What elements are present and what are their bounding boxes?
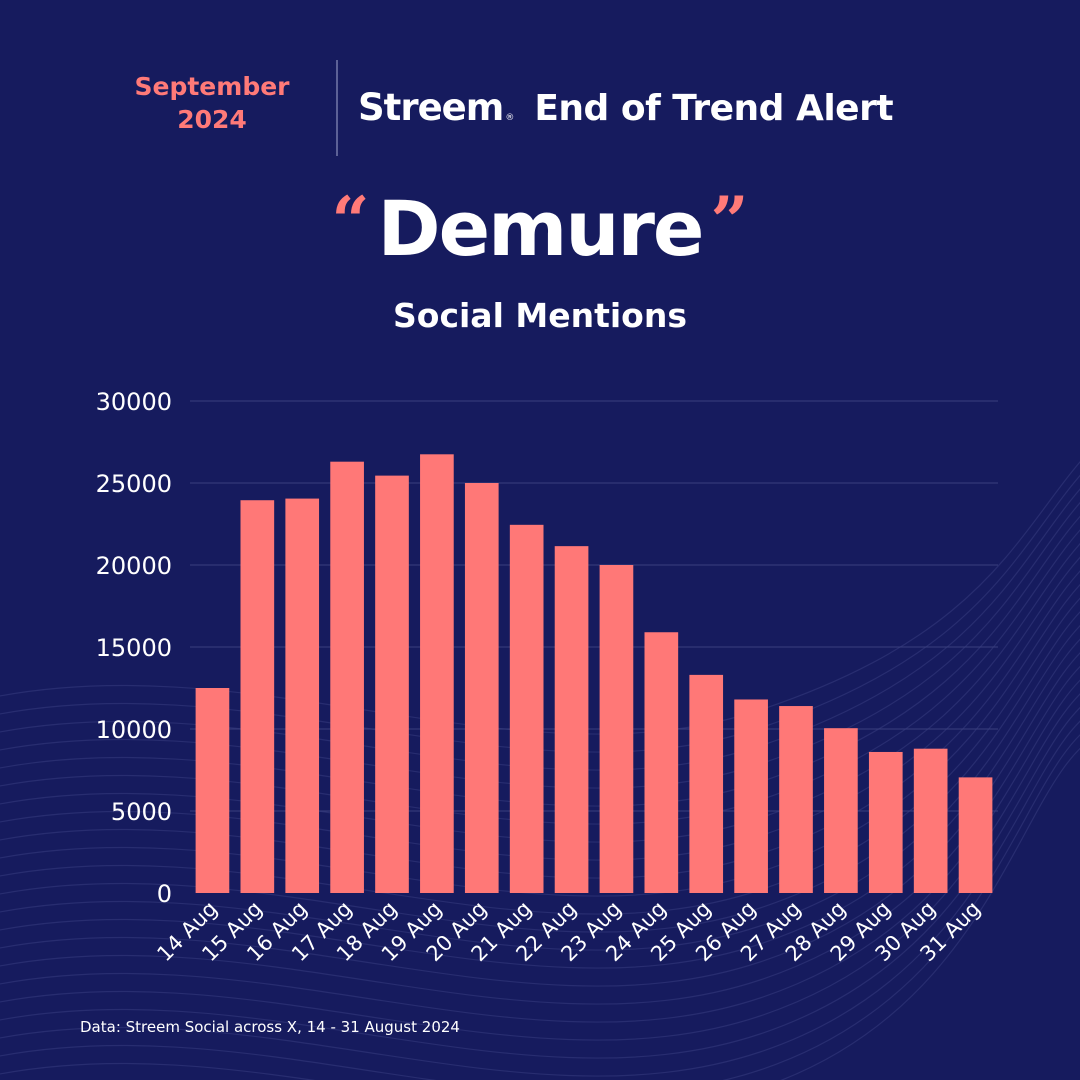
open-quote: “ xyxy=(331,182,370,260)
bar xyxy=(734,699,768,893)
wave-line xyxy=(0,638,1080,969)
y-tick-label: 0 xyxy=(157,880,172,908)
brand-row: Streem ® End of Trend Alert xyxy=(358,86,894,130)
y-tick-label: 25000 xyxy=(96,470,172,498)
report-year: 2024 xyxy=(177,105,247,134)
wave-line xyxy=(0,706,1080,1059)
header-divider xyxy=(336,60,338,156)
close-quote: ” xyxy=(710,182,749,260)
data-source-note: Data: Streem Social across X, 14 - 31 Au… xyxy=(80,1018,460,1036)
bar xyxy=(195,688,230,893)
header: September 2024 Streem ® End of Trend Ale… xyxy=(0,58,1080,158)
bar xyxy=(464,483,499,893)
bar xyxy=(285,498,320,893)
y-tick-label: 30000 xyxy=(96,388,172,416)
bar xyxy=(420,454,454,893)
bar xyxy=(375,475,409,893)
bar xyxy=(689,674,724,893)
chart-subtitle: Social Mentions xyxy=(393,296,687,335)
bar xyxy=(509,524,544,893)
bar xyxy=(599,565,634,893)
y-tick-label: 10000 xyxy=(96,716,172,744)
bar xyxy=(330,461,364,893)
bar xyxy=(958,777,993,893)
y-tick-label: 15000 xyxy=(96,634,172,662)
y-tick-label: 5000 xyxy=(111,798,172,826)
bar xyxy=(240,500,275,893)
wave-line xyxy=(0,665,1080,1005)
alert-title: End of Trend Alert xyxy=(534,88,894,129)
wave-line xyxy=(0,747,1080,1080)
bar xyxy=(644,632,679,893)
trend-term: Demure xyxy=(377,184,705,273)
headline: “Demure” xyxy=(0,182,1080,273)
bar xyxy=(554,546,589,893)
bar xyxy=(868,751,903,893)
bar xyxy=(779,706,813,893)
registered-mark: ® xyxy=(505,113,515,123)
wave-line xyxy=(0,693,1080,1041)
report-date: September 2024 xyxy=(112,70,312,136)
wave-line xyxy=(0,652,1080,987)
wave-line xyxy=(0,679,1080,1023)
bar xyxy=(824,728,858,893)
report-month: September xyxy=(134,72,290,101)
bar xyxy=(913,748,948,893)
y-tick-label: 20000 xyxy=(96,552,172,580)
wave-line xyxy=(0,720,1080,1077)
wave-line xyxy=(0,624,1080,951)
brand-logo: Streem xyxy=(358,86,504,129)
wave-line xyxy=(0,734,1080,1080)
